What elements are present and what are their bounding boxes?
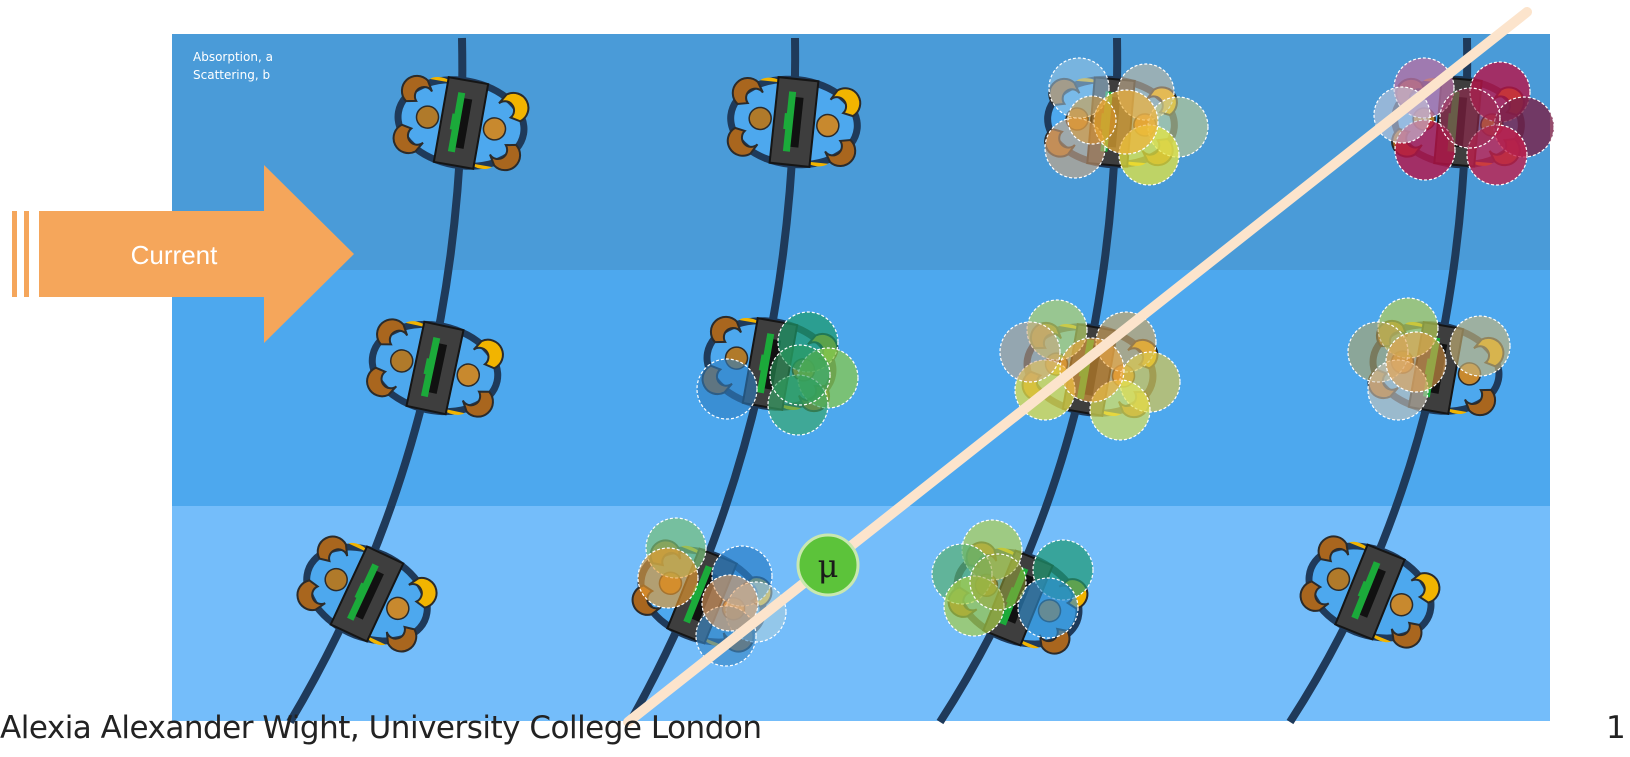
mu-label: μ [818, 547, 839, 585]
legend-absorption: Absorption, a [193, 50, 273, 64]
particle-cluster [999, 299, 1181, 441]
particle-cluster [1347, 297, 1511, 421]
particle-cluster [1044, 57, 1209, 186]
light-beam [623, 7, 1532, 727]
legend-scattering: Scattering, b [193, 68, 271, 82]
particle-cluster [696, 311, 859, 436]
mu-marker: μ [796, 533, 860, 597]
particle-cluster [931, 519, 1094, 639]
particle-cluster [1373, 57, 1555, 186]
legend: Absorption, a Scattering, b [193, 48, 273, 84]
footer-author: Alexia Alexander Wight, University Colle… [0, 710, 762, 746]
page-number: 1 [1606, 710, 1626, 746]
current-arrow [12, 165, 354, 343]
current-arrow-label: Current [131, 240, 218, 270]
